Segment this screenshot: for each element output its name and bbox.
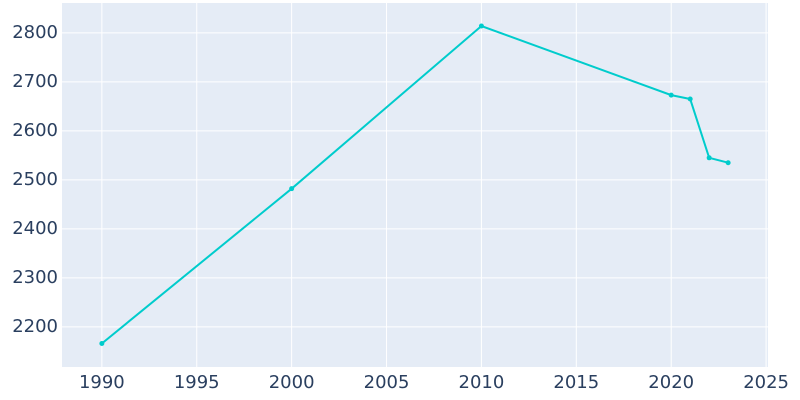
x-tick-label: 1990: [79, 372, 125, 393]
y-tick-label: 2200: [12, 316, 58, 337]
x-tick-label: 1995: [174, 372, 220, 393]
data-point: [99, 340, 105, 346]
data-point: [725, 160, 731, 166]
data-point: [706, 155, 712, 161]
x-tick-label: 2005: [364, 372, 410, 393]
y-tick-label: 2500: [12, 169, 58, 190]
x-tick-label: 2020: [648, 372, 694, 393]
x-tick-label: 2010: [459, 372, 505, 393]
data-point: [478, 23, 484, 29]
y-tick-label: 2700: [12, 71, 58, 92]
y-tick-label: 2400: [12, 218, 58, 239]
data-point: [289, 186, 295, 192]
data-point: [687, 96, 693, 102]
y-tick-label: 2600: [12, 120, 58, 141]
x-tick-label: 2015: [553, 372, 599, 393]
data-point: [668, 92, 674, 98]
x-tick-label: 2000: [269, 372, 315, 393]
plot-area: [62, 3, 768, 367]
y-tick-label: 2300: [12, 267, 58, 288]
y-tick-label: 2800: [12, 22, 58, 43]
x-tick-label: 2025: [743, 372, 789, 393]
